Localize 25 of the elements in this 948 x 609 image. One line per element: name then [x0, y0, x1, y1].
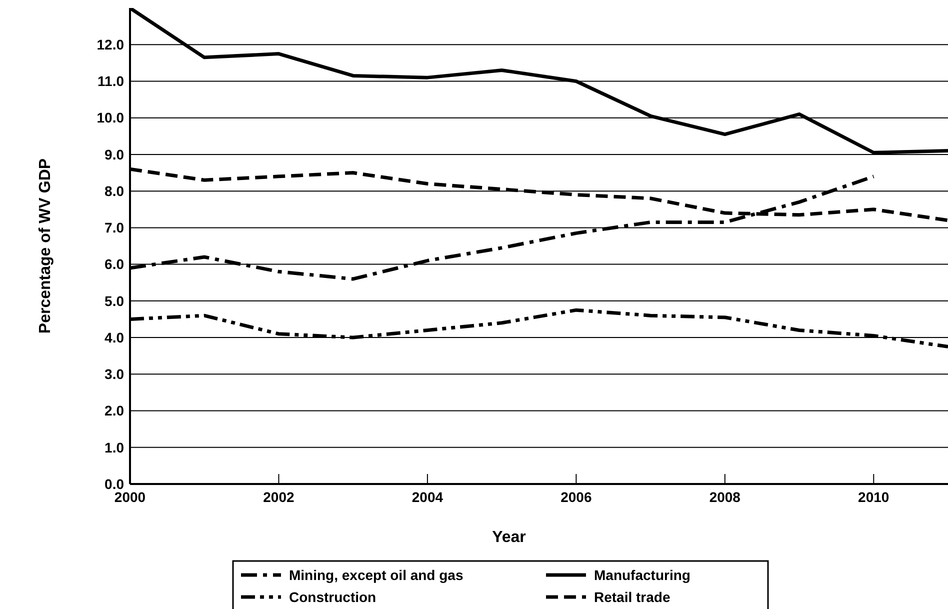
y-tick-label: 3.0: [104, 366, 124, 382]
legend-label: Manufacturing: [594, 566, 690, 583]
x-tick-label: 2010: [858, 489, 890, 505]
y-tick-label: 12.0: [96, 36, 124, 53]
legend-label: Retail trade: [594, 588, 670, 605]
y-tick-label: 4.0: [104, 329, 124, 346]
y-tick-label: 10.0: [96, 110, 124, 126]
y-tick-label: 8.0: [104, 182, 124, 199]
y-tick-label: 6.0: [104, 256, 124, 272]
x-tick-label: 2000: [114, 489, 146, 505]
x-tick-label: 2004: [412, 489, 444, 505]
x-tick-label: 2006: [560, 489, 592, 505]
legend-label: Construction: [289, 588, 376, 605]
legend-label: Mining, except oil and gas: [289, 566, 464, 583]
y-tick-label: 5.0: [104, 292, 124, 309]
y-tick-label: 7.0: [104, 220, 124, 236]
x-tick-label: 2008: [709, 489, 741, 505]
x-tick-label: 2002: [263, 489, 295, 505]
y-tick-label: 2.0: [104, 402, 124, 419]
y-axis-title: Percentage of WV GDP: [37, 158, 54, 334]
y-tick-label: 9.0: [104, 146, 124, 162]
x-axis-title: Year: [492, 529, 526, 546]
y-tick-label: 1.0: [104, 439, 124, 456]
y-tick-label: 0.0: [104, 476, 124, 492]
y-tick-label: 11.0: [98, 73, 124, 90]
